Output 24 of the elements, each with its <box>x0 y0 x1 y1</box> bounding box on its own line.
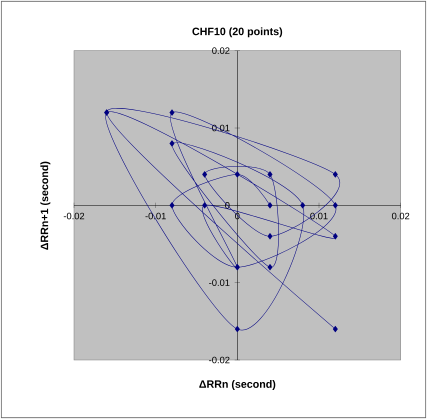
point <box>170 140 174 147</box>
point <box>234 326 240 332</box>
x-tick-label: -0.02 <box>64 212 84 220</box>
y-tick-label: -0.02 <box>209 356 230 364</box>
point <box>268 264 272 270</box>
point <box>332 326 338 332</box>
point <box>170 202 174 209</box>
point <box>202 202 208 209</box>
x-axis-title: ΔRRn (second) <box>199 380 276 390</box>
y-tick-label: 0.02 <box>212 47 230 54</box>
point <box>202 171 208 178</box>
point <box>170 109 174 116</box>
chart-title: CHF10 (20 points) <box>192 27 282 38</box>
x-tick-label: 0.02 <box>392 212 410 220</box>
point <box>268 171 272 178</box>
y-tick-label: -0.01 <box>209 279 230 286</box>
point <box>268 233 272 240</box>
point <box>300 202 306 209</box>
point <box>332 233 338 240</box>
point <box>268 202 272 209</box>
y-axis-title: ΔRRn+1 (second) <box>40 162 50 250</box>
point <box>332 202 338 209</box>
point <box>332 171 338 178</box>
point <box>234 171 240 178</box>
